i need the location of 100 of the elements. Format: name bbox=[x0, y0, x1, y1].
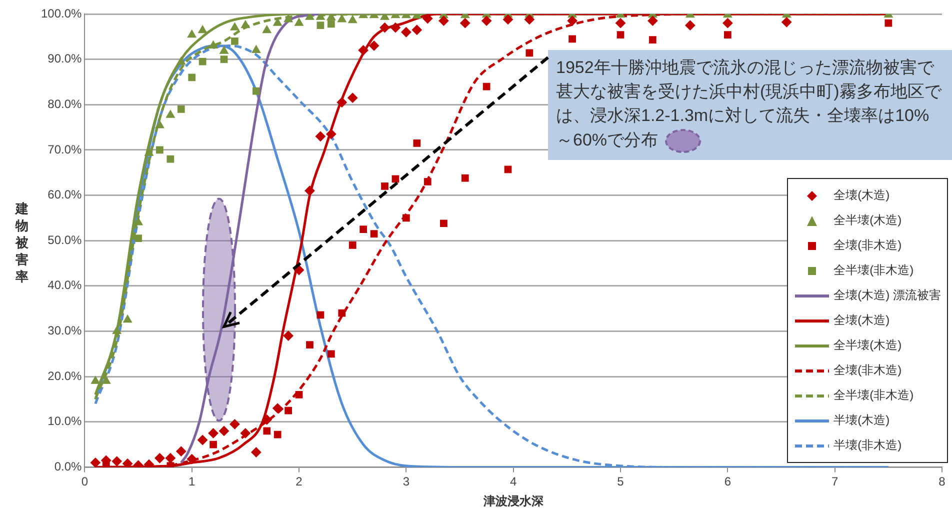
point bbox=[782, 17, 792, 28]
legend-label: 全壊(木造) bbox=[834, 312, 890, 329]
point bbox=[188, 74, 196, 82]
point bbox=[263, 427, 271, 435]
point bbox=[220, 56, 228, 63]
point bbox=[440, 220, 448, 228]
legend-label: 全半壊(非木造) bbox=[834, 387, 914, 404]
point bbox=[274, 430, 282, 438]
y-tick-label: 70.0% bbox=[48, 142, 82, 156]
y-tick-label: 30.0% bbox=[48, 324, 82, 338]
legend-label: 全半壊(木造) bbox=[834, 337, 902, 354]
y-axis-title: 建物被害率 bbox=[14, 200, 30, 285]
point bbox=[327, 350, 335, 358]
point bbox=[284, 14, 293, 22]
point bbox=[412, 24, 422, 35]
point bbox=[316, 311, 324, 319]
y-tick-label: 10.0% bbox=[48, 414, 82, 428]
point bbox=[230, 419, 240, 430]
point bbox=[134, 234, 142, 242]
point bbox=[316, 22, 324, 30]
point bbox=[102, 376, 111, 384]
point bbox=[166, 155, 174, 163]
point bbox=[616, 31, 624, 39]
point bbox=[685, 20, 696, 30]
point bbox=[208, 40, 218, 48]
point bbox=[616, 18, 626, 28]
point bbox=[370, 230, 378, 238]
x-tick-label: 4 bbox=[510, 474, 518, 489]
point bbox=[144, 459, 154, 468]
point bbox=[144, 148, 154, 156]
point bbox=[482, 16, 492, 26]
point bbox=[724, 31, 732, 39]
point bbox=[176, 446, 186, 456]
y-tick-label: 50.0% bbox=[48, 232, 82, 247]
y-tick-label: 0.0% bbox=[54, 460, 82, 474]
point bbox=[251, 447, 262, 458]
legend-label: 全半壊(非木造) bbox=[834, 262, 914, 279]
point bbox=[112, 326, 122, 334]
point bbox=[240, 428, 250, 438]
point bbox=[198, 435, 208, 446]
point bbox=[390, 22, 400, 33]
point bbox=[272, 403, 283, 414]
point bbox=[327, 20, 335, 28]
point bbox=[177, 105, 185, 113]
point bbox=[294, 265, 304, 276]
point bbox=[295, 391, 303, 398]
point bbox=[401, 27, 412, 38]
point bbox=[176, 57, 186, 65]
point bbox=[306, 341, 314, 349]
x-tick-label: 7 bbox=[831, 474, 838, 489]
point bbox=[230, 22, 240, 30]
y-tick-label: 40.0% bbox=[48, 278, 82, 292]
point bbox=[91, 376, 100, 384]
point bbox=[524, 14, 534, 24]
legend-label: 全壊(木造) bbox=[834, 187, 890, 204]
point bbox=[722, 18, 733, 28]
point bbox=[231, 38, 238, 45]
point bbox=[348, 15, 358, 24]
point bbox=[438, 16, 449, 26]
point bbox=[338, 309, 346, 317]
point bbox=[208, 428, 218, 438]
point bbox=[294, 18, 304, 26]
point bbox=[283, 330, 294, 341]
point bbox=[154, 453, 165, 464]
point bbox=[422, 14, 433, 24]
point bbox=[502, 14, 513, 24]
point bbox=[284, 406, 292, 414]
point bbox=[358, 45, 368, 56]
point bbox=[567, 16, 578, 26]
point bbox=[424, 178, 432, 186]
x-tick-label: 6 bbox=[724, 474, 732, 489]
point bbox=[241, 20, 250, 28]
point bbox=[210, 440, 217, 448]
x-tick-label: 2 bbox=[296, 474, 303, 489]
point bbox=[482, 82, 490, 90]
legend-label: 全壊(非木造) bbox=[834, 237, 902, 254]
point bbox=[198, 58, 206, 66]
legend-label: 半壊(木造) bbox=[834, 412, 890, 429]
point bbox=[155, 120, 164, 128]
point bbox=[369, 40, 380, 51]
point bbox=[568, 35, 576, 43]
y-tick-label: 20.0% bbox=[48, 368, 82, 383]
x-tick-label: 5 bbox=[617, 474, 624, 489]
point bbox=[252, 45, 261, 54]
x-tick-label: 3 bbox=[402, 474, 410, 489]
point bbox=[315, 131, 326, 142]
point bbox=[402, 214, 410, 222]
point bbox=[186, 454, 197, 464]
point bbox=[648, 36, 656, 44]
point bbox=[381, 182, 388, 190]
legend-label: 全壊(非木造) bbox=[834, 362, 902, 379]
point bbox=[90, 458, 100, 468]
y-tick-label: 90.0% bbox=[48, 52, 82, 66]
x-tick-label: 8 bbox=[938, 474, 946, 489]
legend-label: 全半壊(木造) bbox=[834, 212, 902, 229]
point bbox=[123, 314, 132, 323]
point bbox=[526, 49, 534, 57]
point bbox=[348, 241, 356, 249]
annotation: 1952年十勝沖地震で流氷の混じった漂流物被害で甚大な被害を受けた浜中村(現浜中町)霧多布地区では、浸水深1.2-1.3mに対して流失・全壊率は10%～60%で分布 bbox=[548, 50, 952, 160]
point bbox=[219, 426, 230, 436]
